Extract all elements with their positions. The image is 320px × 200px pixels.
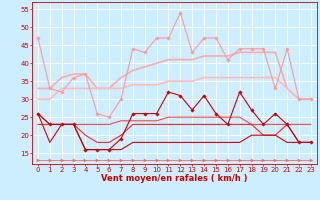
X-axis label: Vent moyen/en rafales ( km/h ): Vent moyen/en rafales ( km/h ) (101, 174, 248, 183)
